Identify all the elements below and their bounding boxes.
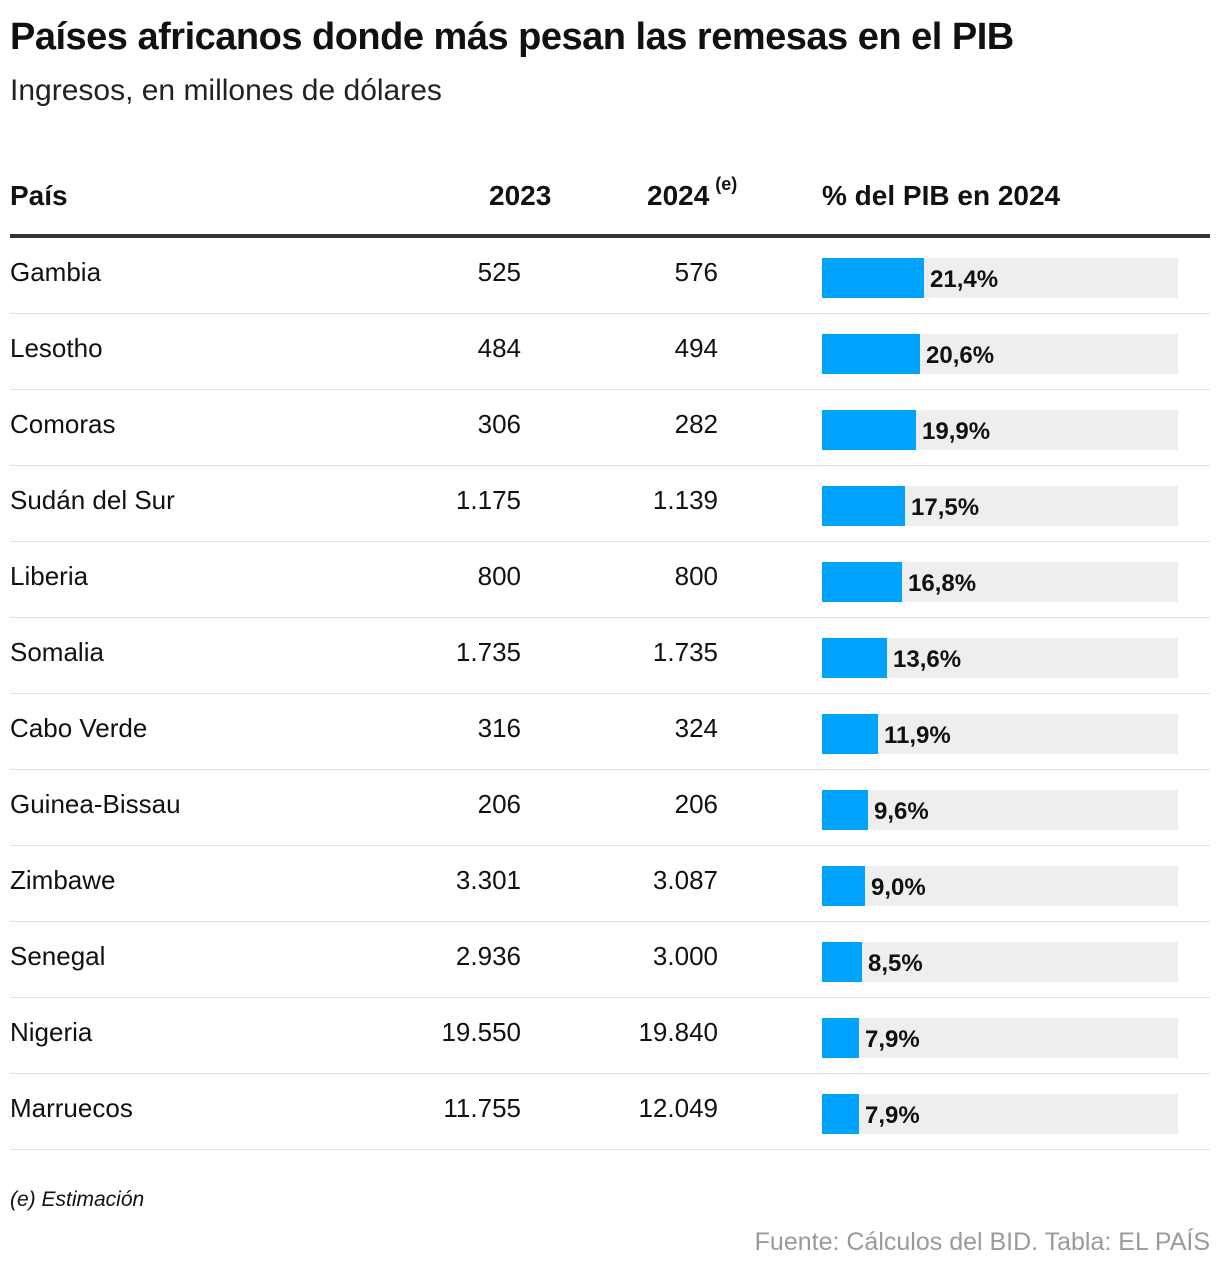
footnote: (e) Estimación <box>10 1188 145 1211</box>
pct-label: 9,0% <box>871 874 926 901</box>
chart-subtitle: Ingresos, en millones de dólares <box>10 74 442 107</box>
value-2024: 324 <box>674 713 718 743</box>
table-row: Marruecos 11.755 12.049 7,9% <box>10 1074 1210 1150</box>
value-2024: 3.087 <box>652 865 718 895</box>
pct-label: 17,5% <box>911 494 980 521</box>
pct-bar <box>822 866 865 906</box>
value-2024: 1.735 <box>652 637 718 667</box>
value-2023: 11.755 <box>443 1093 521 1123</box>
table-header: País 2023 2024 (e) % del PIB en 2024 <box>10 160 1210 238</box>
value-2024: 494 <box>674 333 718 363</box>
table-row: Sudán del Sur 1.175 1.139 17,5% <box>10 466 1210 542</box>
pct-bar <box>822 562 902 602</box>
pct-bar <box>822 1094 859 1134</box>
header-country: País <box>10 180 68 211</box>
value-2024: 19.840 <box>638 1017 718 1047</box>
pct-bar-track: 13,6% <box>822 638 1178 678</box>
table-row: Lesotho 484 494 20,6% <box>10 314 1210 390</box>
value-2024: 1.139 <box>652 485 718 515</box>
value-2023: 206 <box>477 789 521 819</box>
header-2024: 2024 (e) <box>647 174 737 212</box>
value-2023: 1.175 <box>455 485 521 515</box>
pct-bar <box>822 486 905 526</box>
table-row: Gambia 525 576 21,4% <box>10 238 1210 314</box>
header-2024-estimate-note: (e) <box>715 174 738 194</box>
table-body: Gambia 525 576 21,4% Lesotho 484 494 20,6% Comor… <box>10 238 1210 1150</box>
pct-label: 20,6% <box>926 342 995 369</box>
pct-bar-track: 11,9% <box>822 714 1178 754</box>
pct-bar-track: 21,4% <box>822 258 1178 298</box>
pct-bar <box>822 1018 859 1058</box>
pct-bar-track: 7,9% <box>822 1018 1178 1058</box>
table-row: Comoras 306 282 19,9% <box>10 390 1210 466</box>
value-2024: 800 <box>674 561 718 591</box>
country-name: Comoras <box>10 409 116 439</box>
country-name: Somalia <box>10 637 104 667</box>
value-2024: 3.000 <box>652 941 718 971</box>
value-2023: 3.301 <box>455 865 521 895</box>
value-2024: 282 <box>674 409 718 439</box>
pct-bar-track: 7,9% <box>822 1094 1178 1134</box>
pct-label: 7,9% <box>865 1026 920 1053</box>
pct-bar <box>822 790 868 830</box>
value-2023: 1.735 <box>455 637 521 667</box>
chart-title: Países africanos donde más pesan las rem… <box>10 16 1014 58</box>
country-name: Nigeria <box>10 1017 93 1047</box>
pct-bar <box>822 942 862 982</box>
table-row: Guinea-Bissau 206 206 9,6% <box>10 770 1210 846</box>
value-2023: 306 <box>477 409 521 439</box>
pct-bar <box>822 258 924 298</box>
pct-label: 7,9% <box>865 1102 920 1129</box>
pct-bar-track: 9,6% <box>822 790 1178 830</box>
value-2023: 525 <box>477 257 521 287</box>
header-pct-gdp: % del PIB en 2024 <box>822 180 1061 211</box>
pct-bar-track: 20,6% <box>822 334 1178 374</box>
pct-bar <box>822 714 878 754</box>
remittances-table: País 2023 2024 (e) % del PIB en 2024 Gamb… <box>10 160 1210 1150</box>
pct-label: 16,8% <box>908 570 977 597</box>
country-name: Senegal <box>10 941 106 971</box>
country-name: Zimbawe <box>10 865 116 895</box>
source-credit: Fuente: Cálculos del BID. Tabla: EL PAÍS <box>754 1228 1210 1256</box>
table-row: Somalia 1.735 1.735 13,6% <box>10 618 1210 694</box>
country-name: Cabo Verde <box>10 713 148 743</box>
value-2023: 19.550 <box>441 1017 521 1047</box>
pct-bar-track: 17,5% <box>822 486 1178 526</box>
pct-label: 8,5% <box>868 950 923 977</box>
pct-label: 13,6% <box>893 646 962 673</box>
table-row: Nigeria 19.550 19.840 7,9% <box>10 998 1210 1074</box>
pct-bar <box>822 410 916 450</box>
country-name: Sudán del Sur <box>10 485 175 515</box>
table-row: Liberia 800 800 16,8% <box>10 542 1210 618</box>
country-name: Guinea-Bissau <box>10 789 181 819</box>
value-2024: 12.049 <box>638 1093 718 1123</box>
value-2023: 484 <box>477 333 521 363</box>
pct-bar-track: 8,5% <box>822 942 1178 982</box>
header-2024-label: 2024 <box>647 180 710 211</box>
header-2023: 2023 <box>489 180 552 211</box>
country-name: Gambia <box>10 257 102 287</box>
pct-label: 11,9% <box>884 722 951 749</box>
pct-label: 9,6% <box>874 798 929 825</box>
value-2024: 206 <box>674 789 718 819</box>
table-row: Cabo Verde 316 324 11,9% <box>10 694 1210 770</box>
pct-bar-track: 9,0% <box>822 866 1178 906</box>
pct-bar <box>822 638 887 678</box>
pct-bar <box>822 334 920 374</box>
country-name: Marruecos <box>10 1093 133 1123</box>
value-2023: 2.936 <box>455 941 521 971</box>
value-2023: 800 <box>477 561 521 591</box>
pct-bar-track: 19,9% <box>822 410 1178 450</box>
pct-label: 19,9% <box>922 418 991 445</box>
country-name: Liberia <box>10 561 89 591</box>
pct-bar-track: 16,8% <box>822 562 1178 602</box>
pct-label: 21,4% <box>930 266 999 293</box>
table-row: Zimbawe 3.301 3.087 9,0% <box>10 846 1210 922</box>
value-2023: 316 <box>477 713 521 743</box>
country-name: Lesotho <box>10 333 103 363</box>
value-2024: 576 <box>674 257 718 287</box>
table-row: Senegal 2.936 3.000 8,5% <box>10 922 1210 998</box>
